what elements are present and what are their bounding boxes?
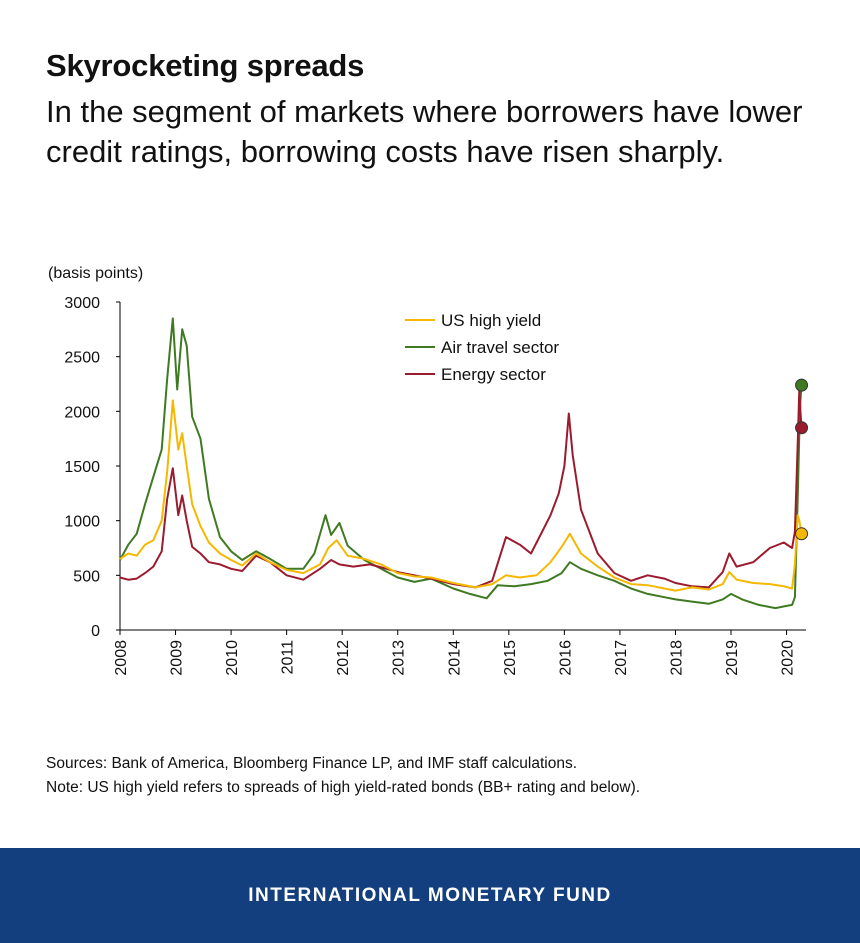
y-axis-label: (basis points) [48,265,143,282]
axes: 0 500 1000 1500 2000 2500 3000 2008 2009 2010 2011… [64,295,806,676]
x-tick-label: 2013 [391,640,408,676]
series-line-us-high-yield [119,399,803,592]
legend-label: Air travel sector [441,338,559,357]
x-tick-label: 2008 [113,640,130,676]
x-tick-label: 2017 [613,640,630,676]
footer-org-name: INTERNATIONAL MONETARY FUND [248,884,612,906]
x-tick-label: 2012 [335,640,352,676]
x-tick-label: 2015 [502,640,519,676]
chart-title: Skyrocketing spreads [46,48,365,83]
y-tick-label: 1000 [64,514,100,531]
y-tick-label: 500 [73,568,100,585]
x-tick-label: 2009 [169,640,186,676]
series-group [119,317,809,610]
y-tick-label: 2500 [64,350,100,367]
y-tick-label: 3000 [64,295,100,312]
sources-text: Sources: Bank of America, Bloomberg Fina… [46,755,578,772]
x-tick-label: 2011 [280,640,297,675]
x-tick-label: 2020 [780,640,797,676]
x-tick-label: 2010 [224,640,241,676]
legend: US high yield Air travel sector Energy sec… [405,311,559,384]
series-line-energy-sector [119,388,803,589]
chart-subtitle: In the segment of markets where borrower… [46,94,803,169]
series-end-marker-us-high-yield [795,527,809,541]
series-end-marker-air-travel-sector [795,378,809,392]
chart-notes: Sources: Bank of America, Bloomberg Fina… [46,752,640,800]
x-tick-label: 2018 [668,640,685,676]
x-tick-label: 2019 [724,640,741,676]
x-tick-label: 2016 [557,640,574,676]
line-chart: (basis points) 0 500 1000 1500 2000 2500 3000 2… [0,250,860,710]
series-end-marker-energy-sector [795,421,809,435]
y-tick-label: 2000 [64,404,100,421]
note-text: Note: US high yield refers to spreads of… [46,779,641,796]
legend-label: US high yield [441,311,541,330]
legend-label: Energy sector [441,365,546,384]
y-tick-label: 0 [91,623,100,640]
y-tick-label: 1500 [64,459,100,476]
x-tick-label: 2014 [446,640,463,676]
chart-svg: (basis points) 0 500 1000 1500 2000 2500 3000 2… [48,265,809,676]
footer-bar: INTERNATIONAL MONETARY FUND [0,848,860,943]
